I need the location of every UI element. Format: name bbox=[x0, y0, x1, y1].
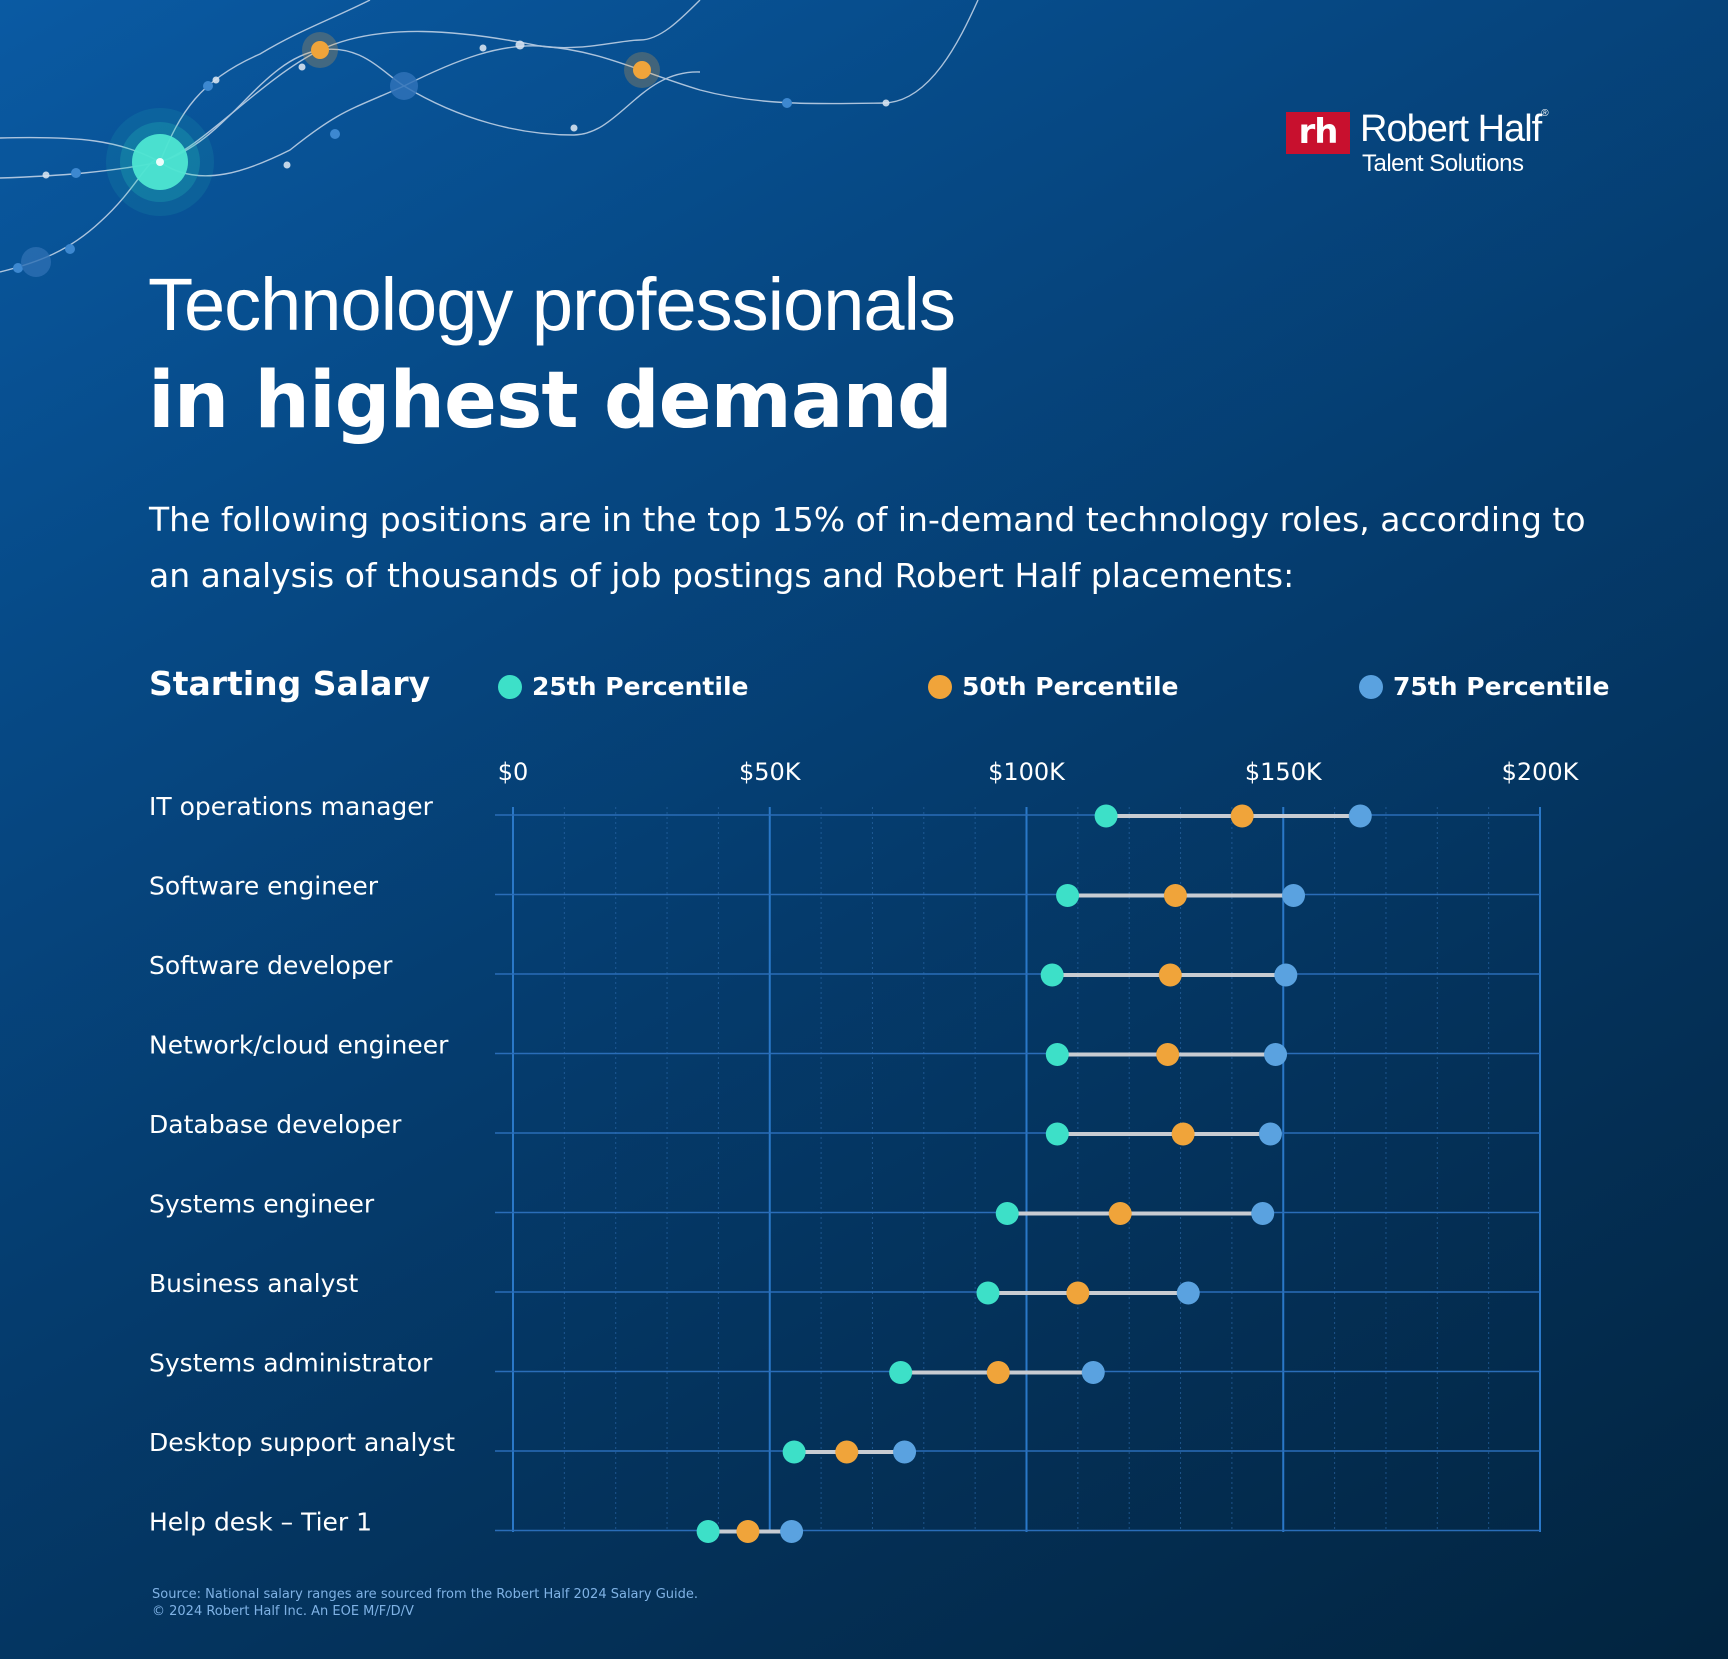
dot-25th-percentile bbox=[995, 1202, 1019, 1225]
legend-dot-25th bbox=[498, 674, 522, 699]
legend-label-25th: 25th Percentile bbox=[532, 672, 749, 701]
dot-75th-percentile bbox=[893, 1440, 917, 1464]
category-label: Systems engineer bbox=[149, 1190, 375, 1219]
dot-25th-percentile bbox=[696, 1520, 720, 1543]
legend-75th-percentile: 75th Percentile bbox=[1359, 672, 1609, 701]
page-title-line1: Technology professionals bbox=[148, 263, 956, 346]
dot-50th-percentile bbox=[1156, 1043, 1180, 1066]
dot-50th-percentile bbox=[1158, 963, 1182, 987]
dot-75th-percentile bbox=[1176, 1281, 1200, 1305]
x-tick-label: $100K bbox=[988, 758, 1066, 786]
dot-50th-percentile bbox=[1171, 1122, 1195, 1146]
dot-75th-percentile bbox=[1081, 1361, 1105, 1384]
network-decoration bbox=[0, 0, 979, 277]
legend-label-75th: 75th Percentile bbox=[1393, 672, 1610, 701]
logo-name: Robert Half® bbox=[1360, 108, 1549, 150]
category-label: IT operations manager bbox=[149, 792, 434, 821]
dot-25th-percentile bbox=[1045, 1122, 1069, 1146]
dot-25th-percentile bbox=[1094, 804, 1118, 828]
dot-25th-percentile bbox=[889, 1361, 913, 1384]
dot-50th-percentile bbox=[1163, 884, 1187, 907]
chart-heading: Starting Salary bbox=[149, 664, 431, 703]
dot-75th-percentile bbox=[1348, 804, 1372, 828]
dot-50th-percentile bbox=[1108, 1202, 1132, 1225]
dot-75th-percentile bbox=[1282, 884, 1306, 907]
legend-dot-50th bbox=[928, 674, 952, 699]
logo-registered-mark: ® bbox=[1541, 108, 1548, 119]
intro-paragraph: The following positions are in the top 1… bbox=[149, 500, 1586, 595]
category-label: Business analyst bbox=[149, 1269, 358, 1298]
logo-mark: rh bbox=[1286, 112, 1350, 154]
dot-50th-percentile bbox=[986, 1361, 1010, 1384]
page-title-line2: in highest demand bbox=[148, 356, 953, 446]
category-label: Desktop support analyst bbox=[149, 1428, 455, 1457]
copyright-line: © 2024 Robert Half Inc. An EOE M/F/D/V bbox=[152, 1604, 414, 1619]
dot-75th-percentile bbox=[1258, 1122, 1282, 1146]
source-line: Source: National salary ranges are sourc… bbox=[152, 1587, 698, 1602]
x-tick-label: $200K bbox=[1502, 758, 1580, 786]
legend-label-50th: 50th Percentile bbox=[962, 672, 1179, 701]
dot-25th-percentile bbox=[1056, 884, 1080, 907]
dot-50th-percentile bbox=[1066, 1281, 1090, 1305]
dot-75th-percentile bbox=[1274, 963, 1298, 987]
dot-75th-percentile bbox=[1264, 1043, 1288, 1066]
dot-50th-percentile bbox=[835, 1440, 859, 1464]
dot-75th-percentile bbox=[1251, 1202, 1275, 1225]
category-label: Software developer bbox=[149, 951, 393, 980]
category-label: Software engineer bbox=[149, 872, 379, 901]
legend-25th-percentile: 25th Percentile bbox=[498, 672, 748, 701]
x-tick-label: $50K bbox=[739, 758, 802, 786]
dot-25th-percentile bbox=[1045, 1043, 1069, 1066]
logo-subtitle: Talent Solutions bbox=[1362, 150, 1524, 177]
legend-50th-percentile: 50th Percentile bbox=[928, 672, 1178, 701]
dot-50th-percentile bbox=[736, 1520, 760, 1543]
dot-25th-percentile bbox=[1040, 963, 1064, 987]
x-tick-label: $150K bbox=[1245, 758, 1323, 786]
dot-25th-percentile bbox=[976, 1281, 1000, 1305]
source-note: Source: National salary ranges are sourc… bbox=[152, 1586, 698, 1620]
category-label: Database developer bbox=[149, 1110, 402, 1139]
dot-75th-percentile bbox=[780, 1520, 804, 1543]
category-label: Help desk – Tier 1 bbox=[149, 1508, 372, 1537]
legend-dot-75th bbox=[1359, 674, 1383, 699]
dot-50th-percentile bbox=[1230, 804, 1254, 828]
category-label: Network/cloud engineer bbox=[149, 1031, 449, 1060]
dot-25th-percentile bbox=[782, 1440, 806, 1464]
x-tick-label: $0 bbox=[498, 758, 529, 786]
category-label: Systems administrator bbox=[149, 1349, 433, 1378]
